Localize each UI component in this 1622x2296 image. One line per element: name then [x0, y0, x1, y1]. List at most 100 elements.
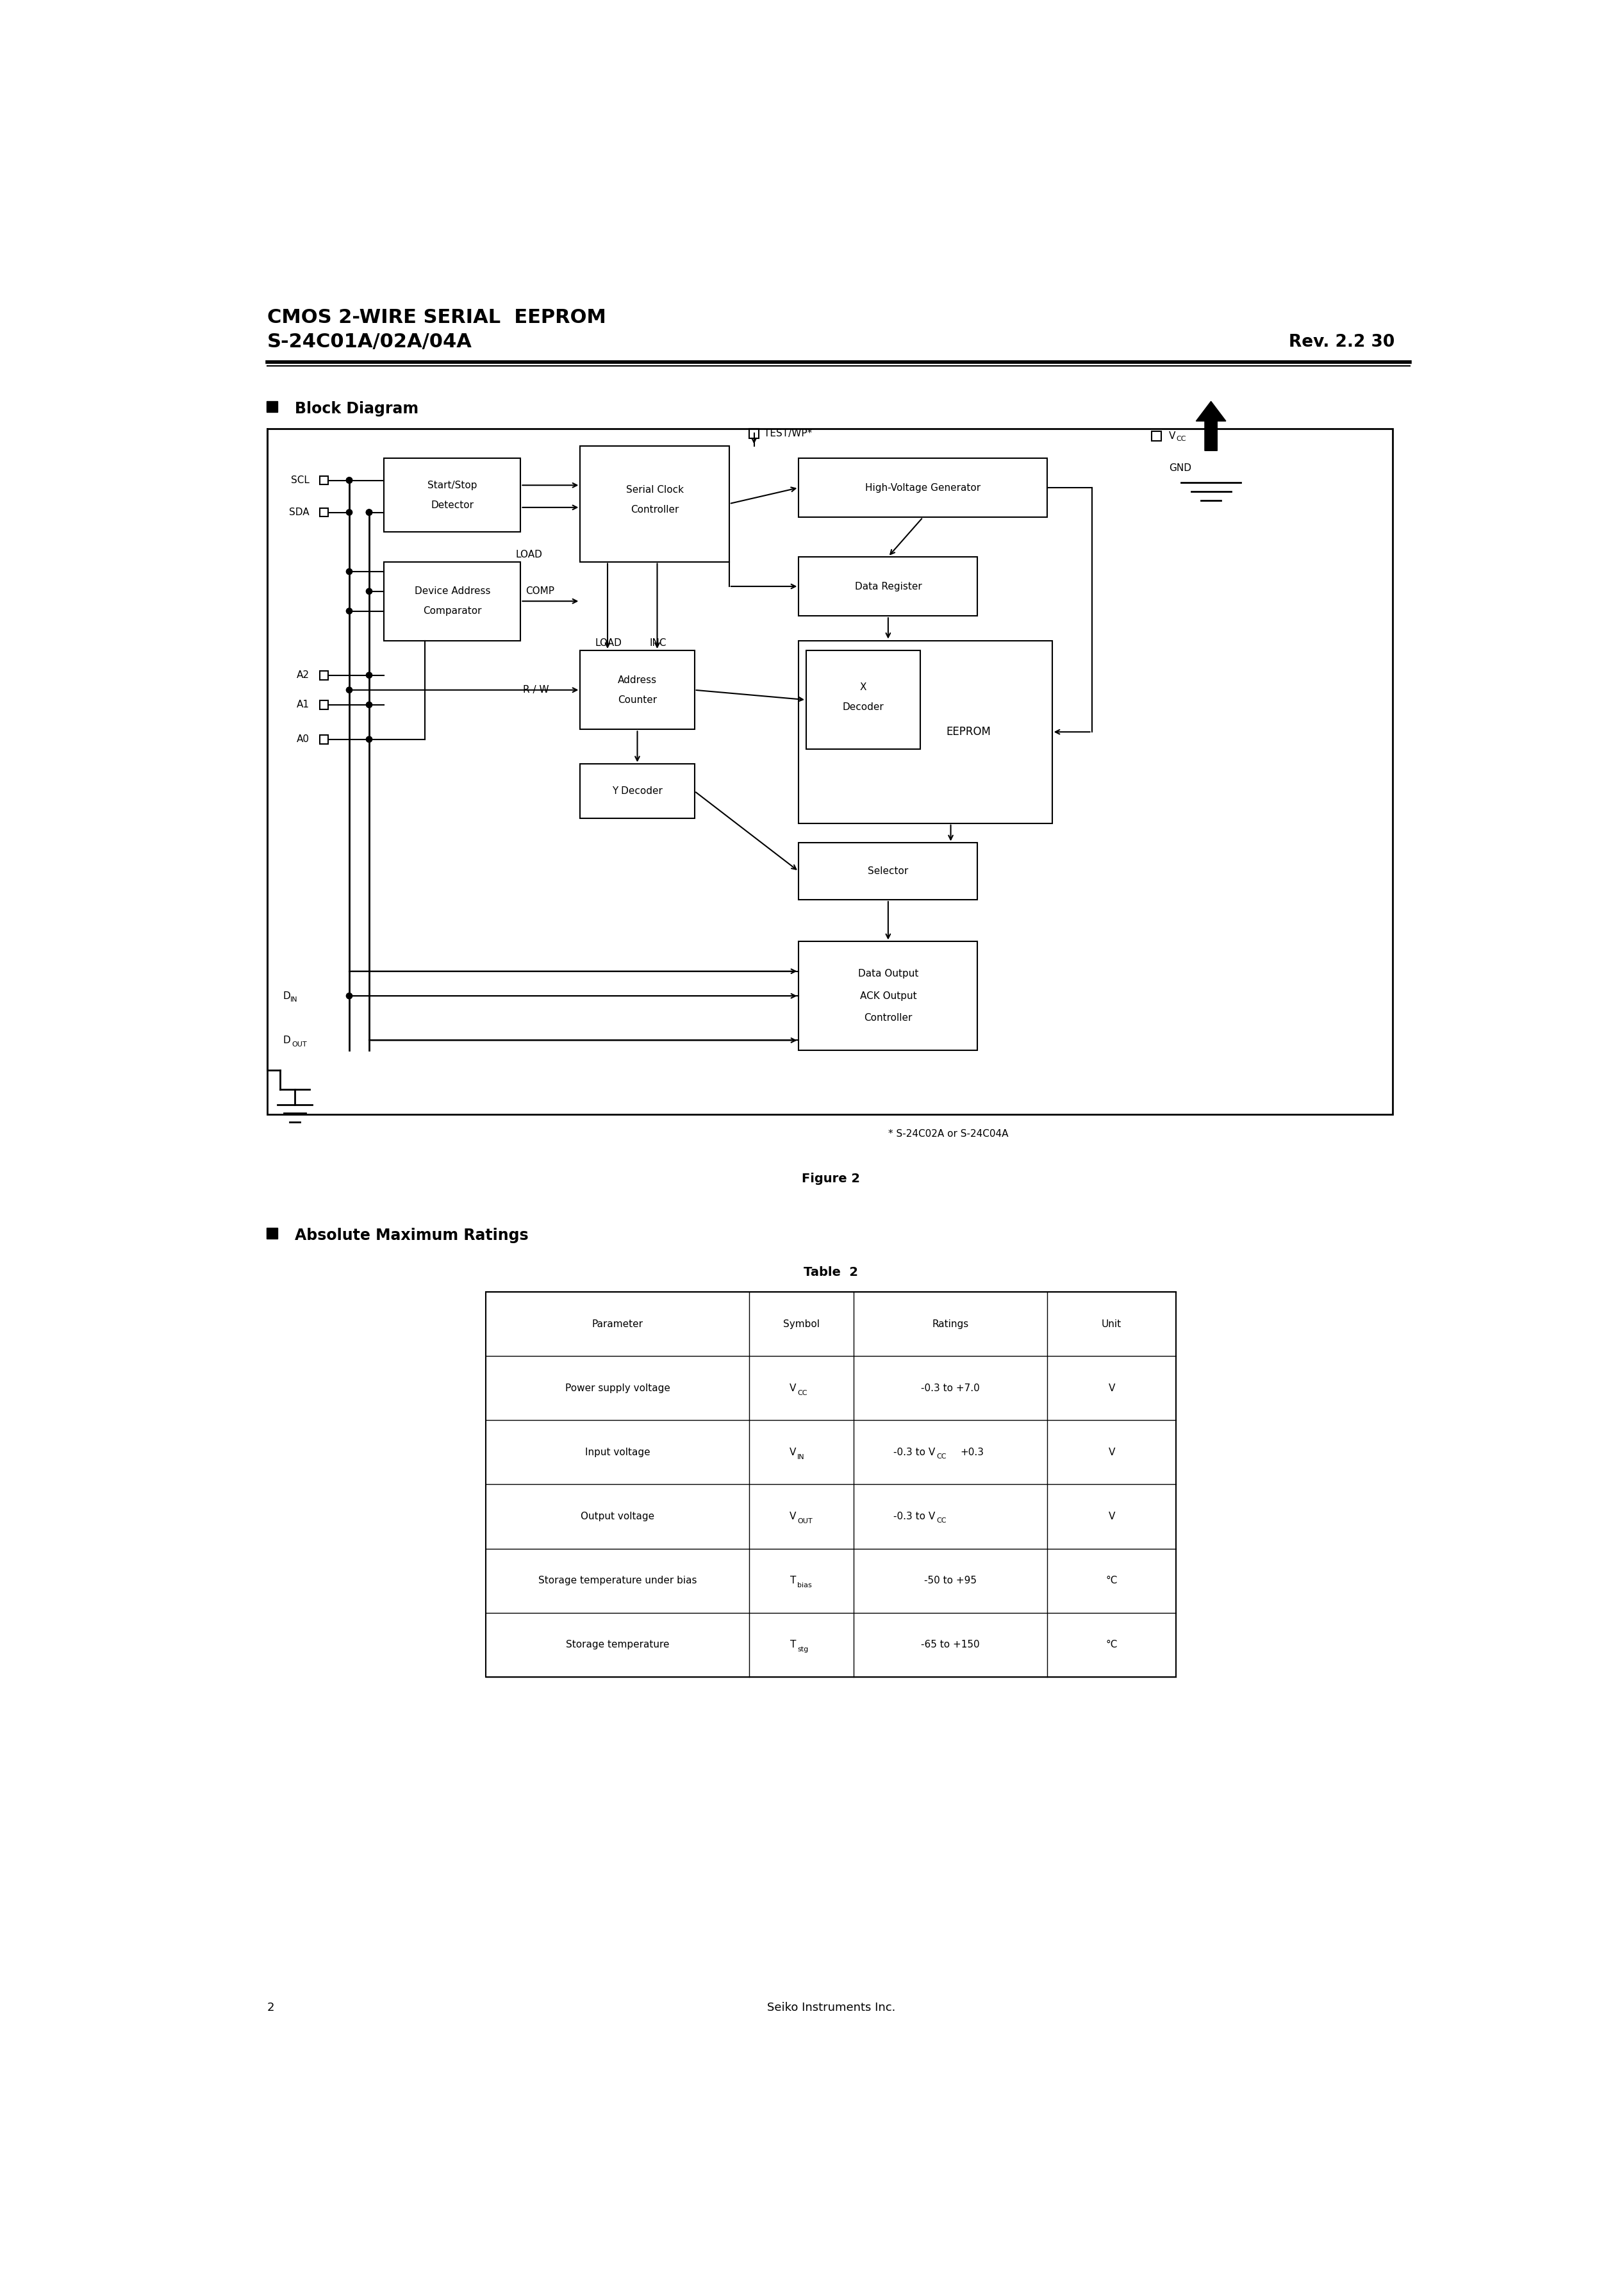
- Text: Decoder: Decoder: [842, 703, 884, 712]
- Bar: [581, 650, 694, 730]
- Text: °C: °C: [1106, 1639, 1118, 1649]
- Text: -65 to +150: -65 to +150: [921, 1639, 980, 1649]
- Circle shape: [345, 510, 352, 514]
- Text: bias: bias: [798, 1582, 813, 1589]
- Text: IN: IN: [798, 1453, 805, 1460]
- Bar: [798, 459, 1048, 517]
- Bar: [384, 459, 521, 533]
- Text: OUT: OUT: [292, 1040, 307, 1047]
- Text: -0.3 to V: -0.3 to V: [894, 1446, 936, 1458]
- Text: -50 to +95: -50 to +95: [925, 1575, 976, 1587]
- Text: V: V: [1108, 1384, 1114, 1394]
- Text: 2: 2: [268, 2002, 274, 2014]
- Text: +0.3: +0.3: [960, 1446, 985, 1458]
- Text: Block Diagram: Block Diagram: [295, 402, 418, 416]
- Text: Address: Address: [618, 675, 657, 684]
- Bar: [798, 941, 978, 1049]
- Text: Device Address: Device Address: [414, 585, 490, 597]
- Circle shape: [367, 703, 371, 707]
- Text: A0: A0: [297, 735, 310, 744]
- Text: Input voltage: Input voltage: [586, 1446, 650, 1458]
- Circle shape: [367, 588, 371, 595]
- Text: LOAD: LOAD: [595, 638, 621, 647]
- Text: V: V: [1169, 432, 1176, 441]
- Bar: [749, 429, 759, 439]
- Bar: [581, 445, 730, 563]
- Text: -0.3 to V: -0.3 to V: [894, 1511, 936, 1522]
- Text: TEST/WP*: TEST/WP*: [764, 429, 813, 439]
- Text: V: V: [790, 1511, 796, 1522]
- Circle shape: [345, 478, 352, 482]
- Text: Controller: Controller: [631, 505, 680, 514]
- Bar: [384, 563, 521, 641]
- FancyArrow shape: [1195, 402, 1226, 450]
- Text: Figure 2: Figure 2: [801, 1173, 860, 1185]
- Text: Data Register: Data Register: [855, 581, 921, 590]
- Text: -0.3 to +7.0: -0.3 to +7.0: [921, 1384, 980, 1394]
- Text: SDA: SDA: [289, 507, 310, 517]
- Text: CC: CC: [1176, 436, 1186, 443]
- Circle shape: [345, 992, 352, 999]
- Text: Storage temperature: Storage temperature: [566, 1639, 670, 1649]
- Text: V: V: [1108, 1511, 1114, 1522]
- Text: Data Output: Data Output: [858, 969, 918, 978]
- Text: Serial Clock: Serial Clock: [626, 484, 683, 496]
- Bar: [1152, 432, 1161, 441]
- Text: GND: GND: [1169, 464, 1191, 473]
- Bar: [320, 475, 328, 484]
- Text: Controller: Controller: [865, 1013, 912, 1024]
- Text: T: T: [790, 1575, 796, 1587]
- Text: COMP: COMP: [526, 585, 555, 597]
- Text: IN: IN: [290, 996, 297, 1003]
- Text: High-Voltage Generator: High-Voltage Generator: [865, 482, 981, 494]
- Circle shape: [367, 510, 371, 514]
- Text: D: D: [284, 992, 290, 1001]
- Bar: [266, 1228, 277, 1238]
- Text: Counter: Counter: [618, 696, 657, 705]
- Text: Y Decoder: Y Decoder: [611, 785, 663, 797]
- Text: Seiko Instruments Inc.: Seiko Instruments Inc.: [767, 2002, 895, 2014]
- Text: Storage temperature under bias: Storage temperature under bias: [539, 1575, 697, 1587]
- Text: LOAD: LOAD: [516, 549, 542, 560]
- Text: V: V: [790, 1384, 796, 1394]
- Text: Symbol: Symbol: [783, 1320, 819, 1329]
- Text: Start/Stop: Start/Stop: [428, 480, 477, 489]
- Bar: [487, 1293, 1176, 1676]
- Text: Table  2: Table 2: [805, 1265, 858, 1279]
- Bar: [320, 507, 328, 517]
- Text: Power supply voltage: Power supply voltage: [564, 1384, 670, 1394]
- Circle shape: [345, 569, 352, 574]
- Text: CC: CC: [936, 1518, 946, 1525]
- Text: INC: INC: [650, 638, 667, 647]
- Text: V: V: [1108, 1446, 1114, 1458]
- Circle shape: [367, 737, 371, 742]
- Circle shape: [345, 687, 352, 693]
- Text: stg: stg: [798, 1646, 808, 1653]
- Text: CMOS 2-WIRE SERIAL  EEPROM: CMOS 2-WIRE SERIAL EEPROM: [268, 308, 607, 326]
- Text: Detector: Detector: [431, 501, 474, 510]
- Text: CC: CC: [936, 1453, 946, 1460]
- Bar: [798, 641, 1053, 824]
- Text: Output voltage: Output voltage: [581, 1511, 654, 1522]
- Bar: [806, 650, 920, 748]
- Text: S-24C01A/02A/04A: S-24C01A/02A/04A: [268, 333, 472, 351]
- Text: A1: A1: [297, 700, 310, 709]
- Text: CC: CC: [798, 1389, 808, 1396]
- Text: °C: °C: [1106, 1575, 1118, 1587]
- Text: Selector: Selector: [868, 866, 908, 875]
- Text: SCL: SCL: [290, 475, 310, 484]
- Bar: [268, 429, 1392, 1114]
- Text: Comparator: Comparator: [423, 606, 482, 615]
- Text: EEPROM: EEPROM: [946, 726, 991, 737]
- Bar: [320, 670, 328, 680]
- Bar: [798, 843, 978, 900]
- Circle shape: [345, 608, 352, 613]
- Bar: [798, 556, 978, 615]
- Bar: [320, 735, 328, 744]
- Text: Absolute Maximum Ratings: Absolute Maximum Ratings: [295, 1228, 529, 1242]
- Text: Unit: Unit: [1101, 1320, 1122, 1329]
- Text: ACK Output: ACK Output: [860, 992, 916, 1001]
- Text: A2: A2: [297, 670, 310, 680]
- Text: V: V: [790, 1446, 796, 1458]
- Circle shape: [367, 510, 371, 514]
